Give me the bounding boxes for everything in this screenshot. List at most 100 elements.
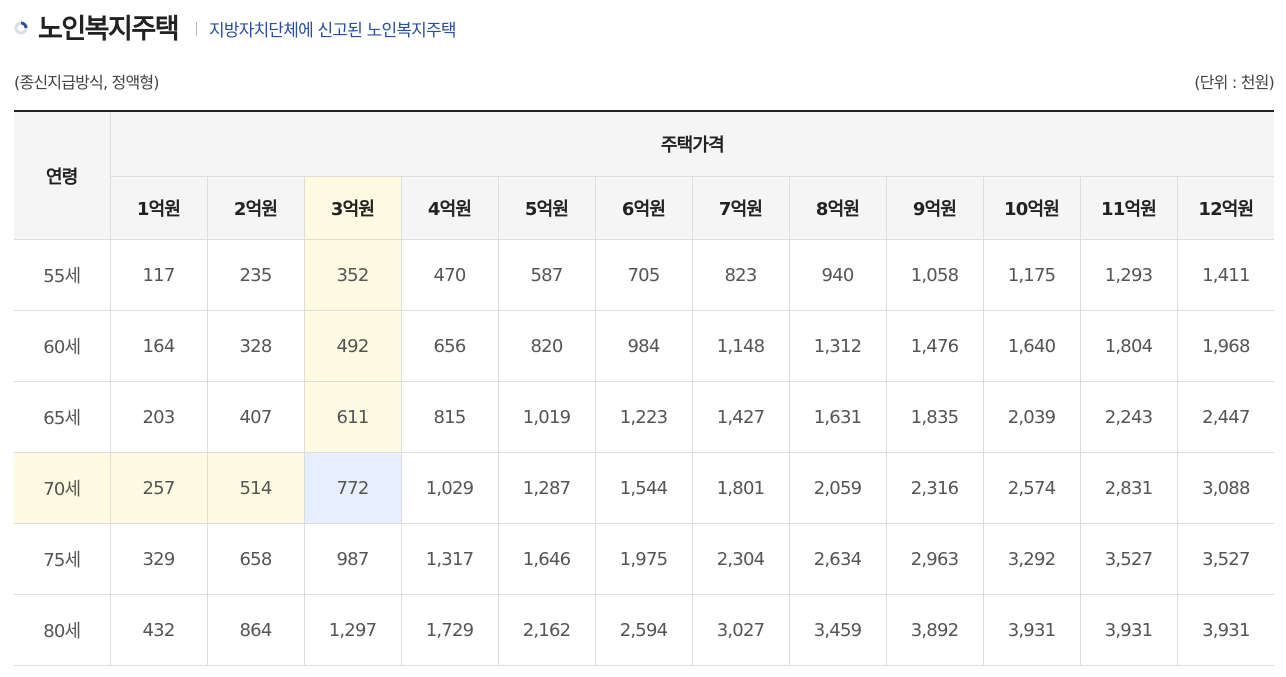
amount-cell: 772 bbox=[303, 452, 402, 524]
amount-cell: 257 bbox=[109, 452, 208, 524]
amount-cell: 2,059 bbox=[788, 452, 887, 524]
house-price-group-header: 주택가격 bbox=[109, 110, 1275, 177]
price-column-header: 12억원 bbox=[1176, 176, 1275, 240]
page-title: 노인복지주택 bbox=[38, 13, 180, 45]
amount-cell: 1,317 bbox=[400, 523, 499, 595]
amount-cell: 823 bbox=[691, 239, 790, 311]
amount-cell: 1,544 bbox=[594, 452, 693, 524]
amount-cell: 203 bbox=[109, 381, 208, 453]
table-row: 60세 164 328 492 656 820 984 1,148 1,312 1,476 1,64… bbox=[14, 310, 1275, 382]
page-header: 노인복지주택 지방자치단체에 신고된 노인복지주택 bbox=[14, 6, 457, 46]
title-divider bbox=[196, 22, 198, 36]
amount-cell: 3,027 bbox=[691, 594, 790, 666]
table-row: 70세 257 514 772 1,029 1,287 1,544 1,801 2,059 2,3… bbox=[14, 452, 1275, 524]
amount-cell: 2,316 bbox=[885, 452, 984, 524]
amount-cell: 3,527 bbox=[1176, 523, 1275, 595]
price-column-header: 2억원 bbox=[206, 176, 305, 240]
amount-cell: 3,459 bbox=[788, 594, 887, 666]
amount-cell: 514 bbox=[206, 452, 305, 524]
amount-cell: 2,634 bbox=[788, 523, 887, 595]
amount-cell: 1,801 bbox=[691, 452, 790, 524]
age-cell: 55세 bbox=[14, 239, 111, 311]
amount-cell: 432 bbox=[109, 594, 208, 666]
amount-cell: 1,729 bbox=[400, 594, 499, 666]
amount-cell: 1,640 bbox=[982, 310, 1081, 382]
amount-cell: 407 bbox=[206, 381, 305, 453]
table-row: 55세 117 235 352 470 587 705 823 940 1,058 1,175 1,2… bbox=[14, 239, 1275, 311]
amount-cell: 1,058 bbox=[885, 239, 984, 311]
table-row: 75세 329 658 987 1,317 1,646 1,975 2,304 2,634 2,9… bbox=[14, 523, 1275, 595]
amount-cell: 611 bbox=[303, 381, 402, 453]
amount-cell: 3,088 bbox=[1176, 452, 1275, 524]
age-cell: 80세 bbox=[14, 594, 111, 666]
amount-cell: 1,975 bbox=[594, 523, 693, 595]
price-column-header: 5억원 bbox=[497, 176, 596, 240]
amount-cell: 658 bbox=[206, 523, 305, 595]
price-column-header: 11억원 bbox=[1079, 176, 1178, 240]
amount-cell: 1,804 bbox=[1079, 310, 1178, 382]
amount-cell: 2,574 bbox=[982, 452, 1081, 524]
payment-method-note: (종신지급방식, 정액형) bbox=[14, 73, 160, 92]
price-column-header: 7억원 bbox=[691, 176, 790, 240]
amount-cell: 3,892 bbox=[885, 594, 984, 666]
amount-cell: 1,476 bbox=[885, 310, 984, 382]
amount-cell: 470 bbox=[400, 239, 499, 311]
amount-cell: 940 bbox=[788, 239, 887, 311]
amount-cell: 984 bbox=[594, 310, 693, 382]
amount-cell: 1,223 bbox=[594, 381, 693, 453]
amount-cell: 705 bbox=[594, 239, 693, 311]
price-column-header: 10억원 bbox=[982, 176, 1081, 240]
pension-table: 연령 주택가격 1억원 2억원 3억원 4억원 5억원 6억원 7억원 8억원 9억원 10억원 1… bbox=[14, 110, 1275, 666]
amount-cell: 1,297 bbox=[303, 594, 402, 666]
amount-cell: 328 bbox=[206, 310, 305, 382]
amount-cell: 2,039 bbox=[982, 381, 1081, 453]
amount-cell: 1,029 bbox=[400, 452, 499, 524]
amount-cell: 352 bbox=[303, 239, 402, 311]
table-meta: (종신지급방식, 정액형) (단위 : 천원) bbox=[14, 68, 1275, 94]
amount-cell: 235 bbox=[206, 239, 305, 311]
unit-note: (단위 : 천원) bbox=[1194, 73, 1275, 92]
amount-cell: 987 bbox=[303, 523, 402, 595]
price-column-header: 8억원 bbox=[788, 176, 887, 240]
amount-cell: 3,527 bbox=[1079, 523, 1178, 595]
price-column-header: 4억원 bbox=[400, 176, 499, 240]
amount-cell: 656 bbox=[400, 310, 499, 382]
table-header-row: 연령 주택가격 bbox=[14, 110, 1275, 240]
amount-cell: 2,243 bbox=[1079, 381, 1178, 453]
amount-cell: 2,304 bbox=[691, 523, 790, 595]
age-column-header: 연령 bbox=[14, 110, 111, 240]
amount-cell: 3,931 bbox=[982, 594, 1081, 666]
page-subtitle: 지방자치단체에 신고된 노인복지주택 bbox=[209, 20, 456, 41]
amount-cell: 1,411 bbox=[1176, 239, 1275, 311]
amount-cell: 587 bbox=[497, 239, 596, 311]
price-column-header: 3억원 bbox=[303, 176, 402, 240]
amount-cell: 1,646 bbox=[497, 523, 596, 595]
price-column-header: 6억원 bbox=[594, 176, 693, 240]
amount-cell: 2,831 bbox=[1079, 452, 1178, 524]
amount-cell: 164 bbox=[109, 310, 208, 382]
amount-cell: 1,293 bbox=[1079, 239, 1178, 311]
amount-cell: 1,631 bbox=[788, 381, 887, 453]
loading-ring-icon bbox=[14, 20, 28, 35]
amount-cell: 3,931 bbox=[1079, 594, 1178, 666]
amount-cell: 3,292 bbox=[982, 523, 1081, 595]
amount-cell: 2,162 bbox=[497, 594, 596, 666]
price-column-header: 9억원 bbox=[885, 176, 984, 240]
amount-cell: 864 bbox=[206, 594, 305, 666]
table-body: 55세 117 235 352 470 587 705 823 940 1,058 1,175 1,2… bbox=[14, 239, 1275, 666]
amount-cell: 1,427 bbox=[691, 381, 790, 453]
amount-cell: 1,968 bbox=[1176, 310, 1275, 382]
amount-cell: 2,963 bbox=[885, 523, 984, 595]
table-row: 80세 432 864 1,297 1,729 2,162 2,594 3,027 3,459 3… bbox=[14, 594, 1275, 666]
age-cell: 75세 bbox=[14, 523, 111, 595]
amount-cell: 2,447 bbox=[1176, 381, 1275, 453]
amount-cell: 2,594 bbox=[594, 594, 693, 666]
amount-cell: 492 bbox=[303, 310, 402, 382]
amount-cell: 1,287 bbox=[497, 452, 596, 524]
amount-cell: 815 bbox=[400, 381, 499, 453]
age-cell: 65세 bbox=[14, 381, 111, 453]
amount-cell: 1,148 bbox=[691, 310, 790, 382]
amount-cell: 117 bbox=[109, 239, 208, 311]
amount-cell: 820 bbox=[497, 310, 596, 382]
amount-cell: 1,835 bbox=[885, 381, 984, 453]
